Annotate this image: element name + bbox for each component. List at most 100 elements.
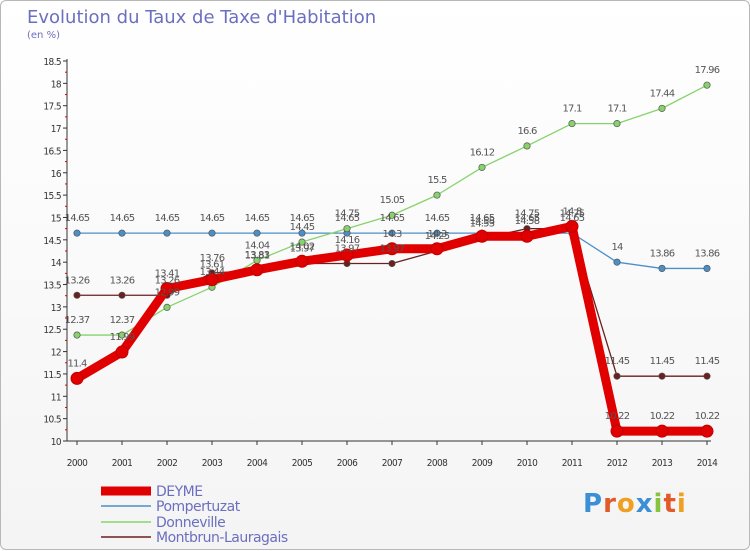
- data-point: [658, 104, 666, 112]
- data-label: 13.26: [110, 275, 135, 286]
- data-label: 13.76: [200, 253, 225, 264]
- data-label: 14.04: [245, 240, 270, 251]
- y-tick-label: 12.5: [43, 325, 61, 336]
- y-tick-label: 16: [51, 169, 62, 180]
- data-point: [565, 219, 579, 233]
- data-point: [430, 242, 444, 256]
- data-point: [118, 229, 126, 237]
- data-label: 16.12: [470, 147, 495, 158]
- y-tick-label: 14.5: [43, 236, 61, 247]
- data-label: 14.75: [515, 209, 540, 220]
- data-point: [73, 331, 81, 339]
- data-point: [385, 242, 399, 256]
- data-point: [70, 371, 84, 385]
- y-tick-label: 16.5: [43, 146, 61, 157]
- data-label: 11.45: [695, 356, 720, 367]
- y-tick-label: 10: [51, 437, 62, 448]
- data-label: 14.65: [380, 213, 405, 224]
- data-label: 14.65: [470, 213, 495, 224]
- data-point: [115, 345, 129, 359]
- data-label: 13.81: [245, 251, 270, 262]
- x-tick-label: 2007: [382, 458, 403, 469]
- y-tick-label: 13: [51, 303, 61, 314]
- data-point: [118, 291, 126, 299]
- data-point: [118, 331, 126, 339]
- data-point: [523, 142, 531, 150]
- data-label: 13.97: [290, 244, 315, 255]
- data-label: 13.86: [650, 248, 675, 259]
- legend-label: Montbrun-Lauragais: [156, 530, 288, 546]
- data-point: [613, 120, 621, 128]
- data-label: 13.44: [200, 267, 225, 278]
- data-label: 10.22: [695, 411, 720, 422]
- data-label: 11.4: [67, 358, 87, 369]
- x-tick-label: 2011: [562, 458, 583, 469]
- data-point: [703, 264, 711, 272]
- data-label: 14.16: [335, 235, 360, 246]
- x-tick-label: 2005: [292, 458, 313, 469]
- data-label: 14.65: [290, 213, 315, 224]
- y-tick-label: 15.5: [43, 191, 61, 202]
- data-label: 14: [611, 242, 623, 253]
- data-label: 14.58: [470, 216, 495, 227]
- y-tick-label: 11.5: [43, 370, 61, 381]
- y-tick-label: 11: [51, 392, 61, 403]
- x-tick-label: 2003: [202, 458, 223, 469]
- data-label: 14.53: [470, 218, 495, 229]
- data-point: [340, 248, 354, 262]
- data-point: [298, 229, 306, 237]
- x-tick-label: 2010: [517, 458, 538, 469]
- data-point: [703, 372, 711, 380]
- data-label: 17.96: [695, 65, 720, 76]
- x-tick-label: 2013: [652, 458, 673, 469]
- data-label: 13.26: [155, 275, 180, 286]
- data-label: 14.75: [560, 209, 585, 220]
- data-label: 13.61: [200, 260, 225, 271]
- data-label: 14.65: [245, 213, 270, 224]
- x-tick-label: 2012: [607, 458, 628, 469]
- data-point: [658, 264, 666, 272]
- data-label: 16.6: [517, 126, 537, 137]
- data-label: 13.83: [245, 250, 270, 261]
- data-point: [73, 229, 81, 237]
- y-tick-label: 18.5: [43, 57, 61, 68]
- data-point: [610, 424, 624, 438]
- data-point: [475, 229, 489, 243]
- data-label: 14.45: [290, 222, 315, 233]
- data-label: 14.65: [425, 213, 450, 224]
- data-point: [163, 303, 171, 311]
- proxiti-logo: Proxiti: [583, 489, 687, 519]
- data-label: 14.65: [515, 213, 540, 224]
- chart-subtitle: (en %): [27, 30, 60, 41]
- y-tick-label: 15: [51, 213, 61, 224]
- data-label: 14.65: [335, 213, 360, 224]
- data-label: 14.02: [290, 241, 315, 252]
- data-point: [478, 163, 486, 171]
- legend-label: DEYME: [156, 484, 203, 500]
- data-point: [343, 225, 351, 233]
- data-point: [388, 229, 396, 237]
- data-label: 17.44: [650, 88, 675, 99]
- x-tick-label: 2008: [427, 458, 448, 469]
- data-point: [433, 191, 441, 199]
- data-point: [250, 263, 264, 277]
- data-label: 12.99: [155, 287, 180, 298]
- data-label: 15.05: [380, 195, 405, 206]
- data-label: 14.65: [200, 213, 225, 224]
- data-label: 14.65: [155, 213, 180, 224]
- legend-label: Donneville: [156, 515, 225, 531]
- data-label: 14.3: [382, 229, 402, 240]
- x-tick-label: 2000: [67, 458, 88, 469]
- x-tick-label: 2004: [247, 458, 268, 469]
- data-label: 13.97: [380, 244, 405, 255]
- data-point: [388, 211, 396, 219]
- data-point: [298, 238, 306, 246]
- data-label: 13.41: [155, 269, 180, 280]
- data-point: [295, 254, 309, 268]
- data-point: [253, 229, 261, 237]
- data-point: [208, 229, 216, 237]
- data-point: [613, 258, 621, 266]
- y-tick-label: 17.5: [43, 102, 61, 113]
